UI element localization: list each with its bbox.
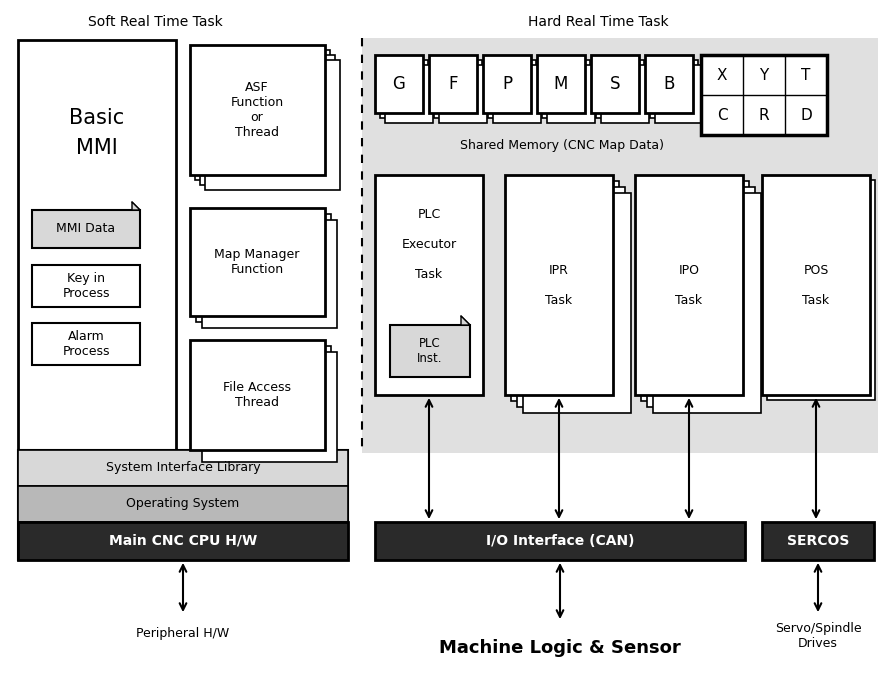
Bar	[32, 323, 140, 365]
Bar	[596, 60, 644, 118]
Bar	[385, 65, 433, 123]
Text: MMI: MMI	[76, 138, 118, 158]
Text: PLC

Executor

Task: PLC Executor Task	[402, 209, 456, 281]
Text: M: M	[554, 75, 568, 93]
Text: G: G	[393, 75, 405, 93]
Bar	[390, 325, 470, 377]
Text: P: P	[502, 75, 512, 93]
Bar	[380, 60, 428, 118]
Text: ASF
Function
or
Thread: ASF Function or Thread	[231, 81, 283, 139]
Bar	[653, 193, 761, 413]
Text: S: S	[609, 75, 620, 93]
Bar	[439, 65, 487, 123]
Bar	[635, 175, 743, 395]
Bar	[601, 65, 649, 123]
Text: T: T	[801, 68, 811, 83]
Bar	[362, 38, 878, 453]
Bar	[647, 187, 755, 407]
Bar	[195, 50, 330, 180]
Bar	[202, 220, 337, 328]
Text: Basic: Basic	[69, 108, 125, 128]
Bar	[196, 214, 331, 322]
Text: IPO

Task: IPO Task	[675, 264, 703, 306]
Bar	[32, 210, 140, 248]
Text: B: B	[663, 75, 674, 93]
Bar	[429, 55, 477, 113]
Bar	[18, 486, 348, 522]
Text: POS

Task: POS Task	[803, 264, 830, 306]
Bar	[641, 181, 749, 401]
Bar	[375, 522, 745, 560]
Text: Machine Logic & Sensor: Machine Logic & Sensor	[439, 639, 681, 657]
Text: R: R	[759, 108, 769, 123]
Bar	[537, 55, 585, 113]
Text: Servo/Spindle
Drives: Servo/Spindle Drives	[774, 622, 862, 650]
Text: PLC
Inst.: PLC Inst.	[417, 337, 443, 365]
Bar	[18, 522, 348, 560]
Text: Map Manager
Function: Map Manager Function	[215, 248, 299, 276]
Text: Y: Y	[759, 68, 769, 83]
Text: MMI Data: MMI Data	[56, 222, 116, 235]
Bar	[18, 450, 348, 486]
Bar	[434, 60, 482, 118]
Bar	[645, 55, 693, 113]
Bar	[762, 175, 870, 395]
Bar	[511, 181, 619, 401]
Bar	[375, 175, 483, 395]
Bar	[190, 45, 325, 175]
Text: X: X	[716, 68, 727, 83]
Bar	[547, 65, 595, 123]
Bar	[190, 340, 325, 450]
Bar	[650, 60, 698, 118]
Text: IPR

Task: IPR Task	[545, 264, 573, 306]
Bar	[762, 522, 874, 560]
Bar	[32, 265, 140, 307]
Text: Soft Real Time Task: Soft Real Time Task	[87, 15, 223, 29]
Text: Main CNC CPU H/W: Main CNC CPU H/W	[109, 534, 257, 548]
Bar	[505, 175, 613, 395]
Bar	[517, 187, 625, 407]
Text: I/O Interface (CAN): I/O Interface (CAN)	[486, 534, 634, 548]
Bar	[190, 208, 325, 316]
Bar	[205, 60, 340, 190]
Text: C: C	[716, 108, 727, 123]
Bar	[202, 352, 337, 462]
Bar	[655, 65, 703, 123]
Bar	[767, 180, 875, 400]
Text: F: F	[448, 75, 458, 93]
Bar	[196, 346, 331, 456]
Text: Shared Memory (CNC Map Data): Shared Memory (CNC Map Data)	[460, 138, 664, 151]
Text: Peripheral H/W: Peripheral H/W	[136, 628, 230, 641]
Text: File Access
Thread: File Access Thread	[223, 381, 291, 409]
Bar	[488, 60, 536, 118]
Bar	[483, 55, 531, 113]
Text: Alarm
Process: Alarm Process	[62, 330, 110, 358]
Text: Operating System: Operating System	[127, 498, 240, 511]
Text: System Interface Library: System Interface Library	[106, 462, 260, 475]
Polygon shape	[461, 316, 470, 325]
Bar	[523, 193, 631, 413]
Bar	[18, 40, 176, 453]
Text: Key in
Process: Key in Process	[62, 272, 110, 300]
Bar	[591, 55, 639, 113]
Bar	[542, 60, 590, 118]
Bar	[493, 65, 541, 123]
Bar	[375, 55, 423, 113]
Bar	[701, 55, 827, 135]
Polygon shape	[132, 202, 140, 210]
Text: D: D	[800, 108, 812, 123]
Bar	[18, 450, 348, 560]
Bar	[200, 55, 335, 185]
Text: Hard Real Time Task: Hard Real Time Task	[527, 15, 668, 29]
Text: SERCOS: SERCOS	[787, 534, 849, 548]
